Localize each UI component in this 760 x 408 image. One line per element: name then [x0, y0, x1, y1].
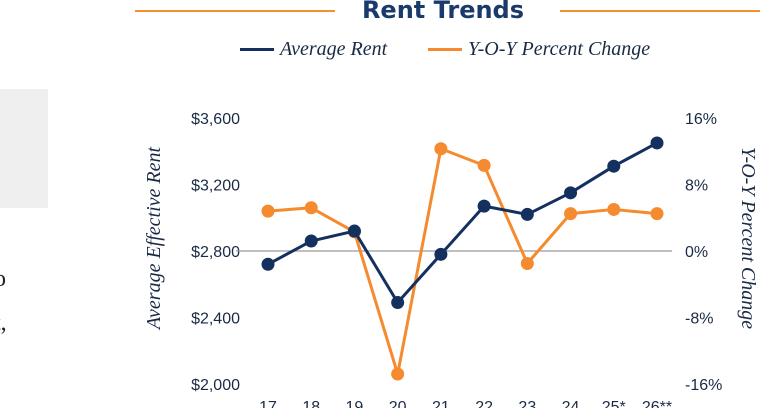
title-rule-right: [560, 10, 760, 12]
side-panel-block: [0, 89, 48, 208]
data-point-average-rent: [607, 159, 621, 173]
legend-item-yoy-change: Y-O-Y Percent Change: [428, 38, 650, 61]
y-tick-label: $2,000: [191, 377, 240, 394]
data-point-average-rent: [391, 296, 405, 310]
legend-label-yoy-change: Y-O-Y Percent Change: [468, 38, 651, 60]
x-tick-label: 25*: [602, 399, 626, 408]
data-point-average-rent: [564, 186, 578, 200]
y-tick-label: $2,400: [191, 311, 240, 328]
y2-tick-label: -8%: [685, 311, 713, 328]
data-point-yoy-change: [520, 256, 534, 270]
y2-tick-label: -16%: [685, 377, 722, 394]
data-point-yoy-change: [434, 142, 448, 156]
y2-axis-title: Y-O-Y Percent Change: [737, 147, 759, 329]
legend-item-average-rent: Average Rent: [240, 38, 387, 61]
x-tick-label: 21: [432, 399, 450, 408]
series-line-yoy-change: [267, 147, 658, 376]
data-point-yoy-change: [477, 158, 491, 172]
data-point-average-rent: [650, 136, 664, 150]
data-point-yoy-change: [304, 201, 318, 215]
x-tick-label: 20: [389, 399, 407, 408]
data-point-average-rent: [347, 224, 361, 238]
y2-tick-label: 16%: [685, 111, 717, 128]
data-point-yoy-change: [261, 204, 275, 218]
x-tick-label: 23: [518, 399, 536, 408]
data-point-average-rent: [304, 234, 318, 248]
legend-label-average-rent: Average Rent: [280, 38, 388, 60]
chart-title: Rent Trends: [361, 0, 525, 24]
series-line-average-rent: [267, 141, 658, 305]
y2-tick-label: 0%: [685, 244, 708, 261]
y-tick-label: $2,800: [191, 244, 240, 261]
clipped-text-line-2: t,: [0, 310, 7, 336]
clipped-text-line-1: o: [0, 266, 6, 292]
data-point-yoy-change: [564, 207, 578, 221]
data-point-average-rent: [261, 257, 275, 271]
data-point-average-rent: [477, 199, 491, 213]
x-tick-label: 26**: [642, 399, 672, 408]
data-point-average-rent: [520, 207, 534, 221]
y-tick-label: $3,600: [191, 111, 240, 128]
y-axis-title: Average Effective Rent: [143, 146, 165, 331]
chart-legend: Average Rent Y-O-Y Percent Change: [0, 38, 760, 66]
title-rule-left: [135, 10, 335, 12]
x-tick-label: 18: [302, 399, 320, 408]
x-tick-label: 22: [475, 399, 493, 408]
x-tick-label: 17: [259, 399, 277, 408]
x-tick-label: 19: [346, 399, 364, 408]
data-point-average-rent: [434, 247, 448, 261]
legend-swatch-average-rent: [240, 48, 274, 51]
data-point-yoy-change: [391, 367, 405, 381]
legend-swatch-yoy-change: [428, 48, 462, 51]
y-tick-label: $3,200: [191, 178, 240, 195]
data-point-yoy-change: [607, 202, 621, 216]
y2-tick-label: 8%: [685, 178, 708, 195]
data-point-yoy-change: [650, 207, 664, 221]
x-tick-label: 24: [562, 399, 580, 408]
